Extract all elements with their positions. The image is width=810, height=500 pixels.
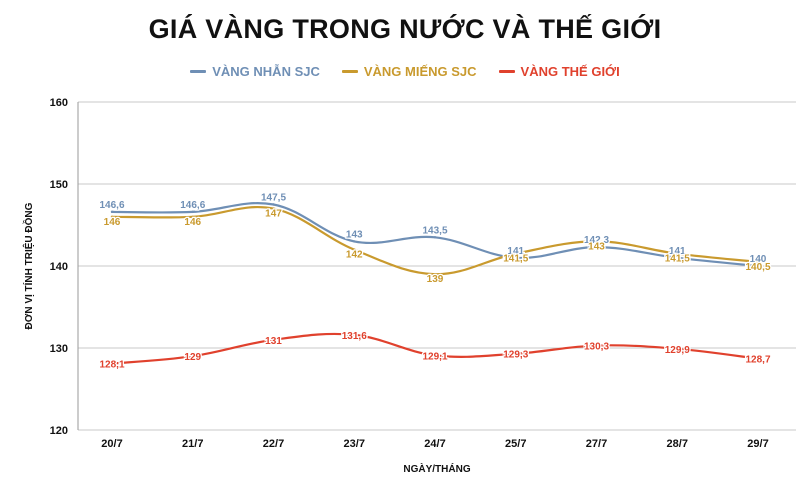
y-tick-label: 120 (50, 425, 68, 437)
grid-lines (78, 101, 796, 431)
data-label-vang-mieng-sjc: 141,5 (665, 254, 690, 265)
series-line-vang-mieng-sjc (110, 205, 760, 276)
data-label-vang-nhan-sjc: 142,3 (584, 235, 609, 246)
legend-label-vang-nhan-sjc: VÀNG NHẪN SJC (212, 64, 320, 79)
legend-item-vang-the-gioi: VÀNG THẾ GIỚI (498, 64, 620, 79)
data-label-vang-mieng-sjc: 142 (346, 250, 363, 261)
data-label-vang-the-gioi: 129,9 (665, 345, 690, 356)
data-point-vang-mieng-sjc (595, 240, 598, 243)
data-point-vang-nhan-sjc (433, 236, 437, 239)
data-point-vang-the-gioi (595, 344, 598, 347)
data-label-vang-the-gioi: 131 (265, 336, 282, 347)
data-label-vang-mieng-sjc: 141,5 (503, 254, 528, 265)
legend-item-vang-mieng-sjc: VÀNG MIẾNG SJC (341, 64, 477, 79)
data-label-vang-nhan-sjc: 141 (507, 246, 524, 257)
data-point-vang-nhan-sjc (595, 245, 598, 249)
y-tick-label: 160 (50, 97, 68, 109)
legend: VÀNG NHẪN SJC VÀNG MIẾNG SJC VÀNG THẾ GI… (0, 64, 810, 79)
data-label-vang-nhan-sjc: 140 (750, 254, 767, 265)
data-label-vang-nhan-sjc: 143,5 (422, 225, 447, 236)
data-point-vang-nhan-sjc (110, 210, 114, 214)
data-label-vang-nhan-sjc: 146,6 (99, 200, 124, 211)
data-label-vang-mieng-sjc: 147 (265, 209, 282, 220)
data-point-vang-mieng-sjc (272, 207, 275, 210)
x-tick-label: 25/7 (505, 438, 526, 450)
data-label-vang-mieng-sjc: 146 (104, 217, 121, 228)
data-point-vang-nhan-sjc (353, 240, 356, 243)
data-label-vang-mieng-sjc: 143 (588, 241, 605, 252)
chart-title: GIÁ VÀNG TRONG NƯỚC VÀ THẾ GIỚI (148, 14, 662, 44)
data-labels: 146,6 146,6 147,5 143 143,5 141 142,3 141 140 146… (98, 191, 772, 372)
x-tick-label: 24/7 (424, 438, 445, 450)
data-point-vang-mieng-sjc (433, 273, 437, 276)
data-point-vang-mieng-sjc (110, 215, 114, 218)
legend-label-vang-mieng-sjc: VÀNG MIẾNG SJC (363, 64, 477, 79)
data-point-vang-the-gioi (676, 347, 679, 351)
data-point-vang-nhan-sjc (191, 210, 194, 214)
data-point-vang-the-gioi (110, 362, 114, 365)
data-label-vang-nhan-sjc: 146,6 (180, 200, 205, 211)
x-tick-label: 20/7 (101, 438, 122, 450)
x-tick-label: 28/7 (667, 438, 688, 450)
data-point-vang-the-gioi (272, 338, 275, 341)
data-point-vang-the-gioi (514, 352, 517, 355)
data-label-vang-the-gioi: 130,3 (584, 342, 609, 353)
data-label-vang-the-gioi: 129,1 (422, 351, 447, 362)
data-label-vang-nhan-sjc: 143 (346, 229, 363, 240)
data-label-vang-the-gioi: 131,6 (342, 331, 367, 342)
legend-label-vang-the-gioi: VÀNG THẾ GIỚI (520, 64, 620, 79)
data-point-vang-the-gioi (353, 333, 356, 337)
series-lines (110, 202, 760, 365)
data-point-vang-mieng-sjc (353, 248, 356, 251)
x-tick-label: 22/7 (263, 438, 284, 450)
data-point-vang-the-gioi (191, 355, 194, 358)
data-point-vang-mieng-sjc (676, 252, 679, 255)
data-point-vang-mieng-sjc (191, 215, 194, 218)
data-label-vang-mieng-sjc: 139 (427, 274, 444, 285)
data-point-vang-nhan-sjc (272, 203, 275, 206)
legend-swatch-vang-the-gioi (498, 70, 515, 73)
data-label-vang-the-gioi: 128,7 (745, 355, 770, 366)
data-point-vang-mieng-sjc (756, 260, 760, 264)
data-label-vang-the-gioi: 129 (184, 352, 201, 363)
data-label-vang-mieng-sjc: 140,5 (745, 262, 770, 273)
x-axis-label: NGÀY/THÁNG (403, 462, 470, 475)
y-tick-label: 140 (50, 261, 68, 273)
data-point-vang-mieng-sjc (514, 252, 517, 255)
legend-swatch-vang-nhan-sjc (190, 70, 207, 73)
data-point-vang-the-gioi (433, 354, 437, 357)
legend-item-vang-nhan-sjc: VÀNG NHẪN SJC (190, 64, 320, 79)
data-point-vang-the-gioi (756, 357, 760, 360)
data-point-vang-nhan-sjc (676, 256, 679, 259)
data-label-vang-the-gioi: 128,1 (99, 360, 124, 371)
data-point-vang-nhan-sjc (514, 256, 517, 259)
x-tick-label: 29/7 (747, 438, 768, 450)
legend-swatch-vang-mieng-sjc (341, 70, 358, 73)
data-label-vang-nhan-sjc: 147,5 (261, 193, 286, 204)
x-tick-label: 27/7 (586, 438, 607, 450)
data-point-vang-nhan-sjc (756, 264, 760, 268)
data-label-vang-mieng-sjc: 146 (184, 217, 201, 228)
axes: 120 130 140 150 160 20/7 21/7 22/7 23/7 24/7 25/7 2… (50, 97, 769, 450)
x-tick-label: 23/7 (344, 438, 365, 450)
y-tick-label: 150 (50, 179, 68, 191)
y-axis-label: ĐƠN VỊ TÍNH TRIỆU ĐỒNG (22, 202, 35, 329)
data-label-vang-nhan-sjc: 141 (669, 246, 686, 257)
y-tick-label: 130 (50, 343, 68, 355)
x-tick-label: 21/7 (182, 438, 203, 450)
data-label-vang-the-gioi: 129,3 (503, 350, 528, 361)
